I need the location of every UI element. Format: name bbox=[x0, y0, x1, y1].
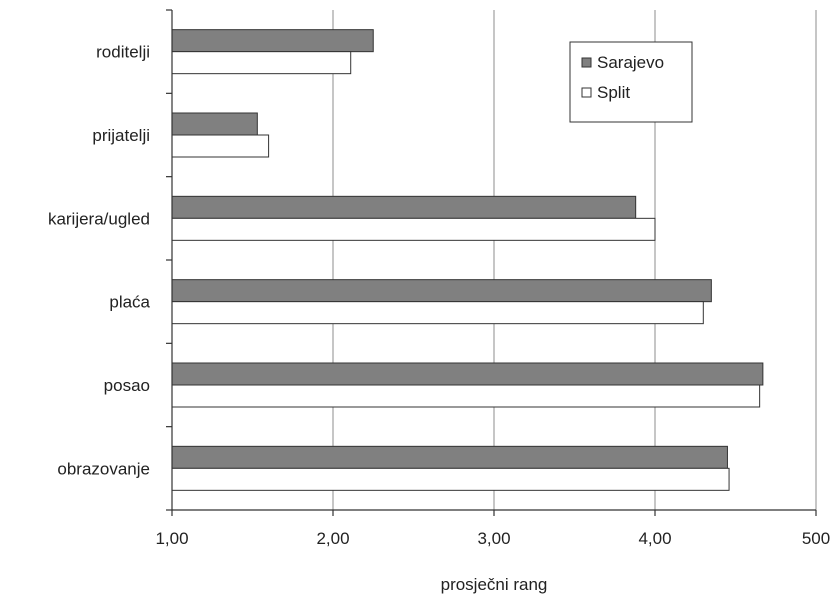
bar-split-2 bbox=[171, 134, 270, 158]
bar-split-4 bbox=[171, 301, 704, 325]
category-label: roditelji bbox=[96, 43, 150, 62]
legend-label: Sarajevo bbox=[597, 53, 664, 72]
x-tick-label: 4,00 bbox=[638, 529, 671, 548]
bar-sarajevo-1 bbox=[171, 29, 374, 53]
bar-split-6 bbox=[171, 467, 730, 491]
bar-sarajevo-2 bbox=[171, 112, 258, 136]
legend-box bbox=[569, 41, 693, 123]
axes bbox=[166, 9, 817, 516]
category-label: posao bbox=[104, 376, 150, 395]
bar-sarajevo-6 bbox=[171, 445, 728, 469]
legend-swatch bbox=[581, 87, 592, 98]
category-labels: roditelji prijatelji karijera/ugled plaća po… bbox=[48, 43, 151, 479]
x-tick-label: 500 bbox=[802, 529, 830, 548]
category-label: prijatelji bbox=[92, 126, 150, 145]
legend: Sarajevo Split bbox=[569, 41, 693, 123]
category-label: obrazovanje bbox=[57, 459, 150, 478]
x-tick-label: 3,00 bbox=[477, 529, 510, 548]
x-tick-label: 2,00 bbox=[316, 529, 349, 548]
bar-split-3 bbox=[171, 217, 656, 241]
x-tick-labels: 1,00 2,00 3,00 4,00 500 bbox=[155, 529, 830, 548]
x-axis-title: prosječni rang bbox=[441, 575, 548, 594]
bar-split-5 bbox=[171, 384, 761, 408]
legend-label: Split bbox=[597, 83, 630, 102]
category-label: plaća bbox=[109, 293, 150, 312]
x-tick-label: 1,00 bbox=[155, 529, 188, 548]
bar-sarajevo-5 bbox=[171, 362, 764, 386]
category-label: karijera/ugled bbox=[48, 209, 150, 228]
bar-sarajevo-3 bbox=[171, 195, 637, 219]
legend-swatch bbox=[581, 57, 592, 68]
bars bbox=[171, 29, 764, 491]
bar-split-1 bbox=[171, 51, 352, 75]
bar-sarajevo-4 bbox=[171, 279, 712, 303]
